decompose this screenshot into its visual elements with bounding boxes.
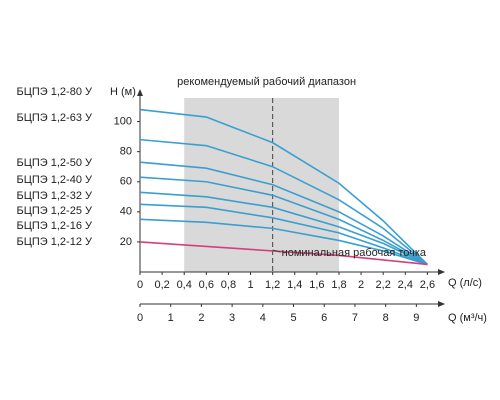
series-label: БЦПЭ 1,2-63 У: [17, 112, 93, 124]
x2-tick-label: 0: [137, 312, 143, 324]
y-tick-label: 40: [120, 206, 132, 218]
x-tick-label: 0,4: [177, 279, 192, 291]
x-tick-label: 2: [358, 279, 364, 291]
x-tick-label: 1: [247, 279, 253, 291]
series-label: БЦПЭ 1,2-32 У: [17, 190, 93, 202]
x2-axis-label: Q (м³/ч): [448, 312, 487, 324]
y-arrow: [137, 89, 143, 96]
y-tick-label: 20: [120, 236, 132, 248]
pump-curve: [139, 108, 428, 266]
series-label: БЦПЭ 1,2-25 У: [17, 205, 93, 217]
point-label: номинальная рабочая точка: [282, 247, 427, 259]
x-tick-label: 1,8: [331, 279, 346, 291]
series-label: БЦПЭ 1,2-50 У: [17, 157, 93, 169]
y-axis-label: H (м): [110, 86, 136, 98]
x2-arrow: [438, 301, 445, 307]
x-tick-label: 2,4: [398, 279, 413, 291]
x2-tick-label: 8: [383, 312, 389, 324]
x-tick-label: 1,2: [265, 279, 280, 291]
pump-curve: [139, 191, 428, 266]
x-arrow: [438, 269, 445, 275]
pump-curve: [139, 218, 428, 266]
series-label: БЦПЭ 1,2-40 У: [17, 174, 93, 186]
x2-tick-label: 9: [413, 312, 419, 324]
x2-tick-label: 6: [321, 312, 327, 324]
x-tick-label: 0,8: [221, 279, 236, 291]
x-tick-label: 0: [137, 279, 143, 291]
x-tick-label: 0,6: [199, 279, 214, 291]
range-label: рекомендуемый рабочий диапазон: [177, 76, 356, 88]
x-tick-label: 0,2: [154, 279, 169, 291]
x-axis-label: Q (л/с): [448, 277, 482, 289]
y-tick-label: 80: [120, 146, 132, 158]
point-pointer: [272, 249, 281, 253]
y-tick-label: 60: [120, 176, 132, 188]
x2-tick-label: 5: [290, 312, 296, 324]
x2-tick-label: 2: [198, 312, 204, 324]
x-tick-label: 2,2: [376, 279, 391, 291]
series-label: БЦПЭ 1,2-16 У: [17, 220, 93, 232]
x2-tick-label: 1: [168, 312, 174, 324]
x2-tick-label: 3: [229, 312, 235, 324]
pump-curve: [139, 161, 428, 266]
x-tick-label: 1,6: [309, 279, 324, 291]
pump-curve: [139, 203, 428, 266]
x2-tick-label: 7: [352, 312, 358, 324]
y-tick-label: 100: [114, 115, 132, 127]
pump-curve: [139, 176, 428, 266]
pump-curve: [139, 138, 428, 266]
series-label: БЦПЭ 1,2-12 У: [17, 236, 93, 248]
x-tick-label: 2,6: [420, 279, 435, 291]
recommended-range: [184, 98, 339, 272]
x-tick-label: 1,4: [287, 279, 302, 291]
series-label: БЦПЭ 1,2-80 У: [17, 86, 93, 98]
pump-curve: [139, 241, 428, 266]
x2-tick-label: 4: [260, 312, 266, 324]
